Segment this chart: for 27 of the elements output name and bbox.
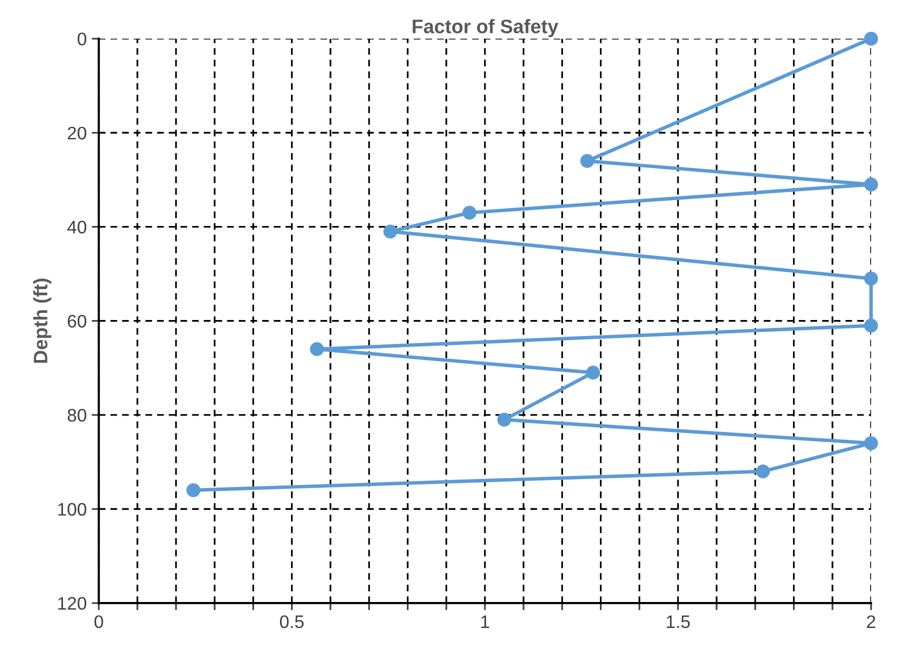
y-tick-label: 80 — [68, 408, 86, 422]
x-tick-label: 0.5 — [280, 615, 304, 628]
point — [497, 412, 512, 427]
point — [383, 224, 398, 238]
point — [864, 178, 878, 192]
x-tick-label: 1 — [481, 616, 490, 628]
y-tick-label: 0 — [78, 32, 86, 46]
point — [864, 318, 878, 333]
point — [186, 483, 200, 498]
y-tick-label: 40 — [67, 220, 86, 234]
point — [864, 436, 878, 450]
y-tick-label: 100 — [58, 502, 86, 516]
point — [580, 154, 594, 168]
y-axis-title: Depth (ft) — [33, 278, 52, 363]
point — [864, 272, 878, 286]
y-tick-label: 120 — [58, 597, 86, 610]
x-tick-label: 0 — [94, 615, 104, 628]
x-tick-label: 1.5 — [666, 616, 690, 628]
x-tick-label: 2 — [866, 615, 876, 628]
point — [756, 464, 770, 478]
point — [462, 206, 476, 220]
point — [864, 32, 878, 46]
y-tick-label: 20 — [68, 126, 86, 140]
point — [586, 366, 600, 380]
point — [310, 342, 324, 356]
chart-title: Factor of Safety — [412, 19, 558, 38]
y-tick-label: 60 — [68, 314, 86, 328]
